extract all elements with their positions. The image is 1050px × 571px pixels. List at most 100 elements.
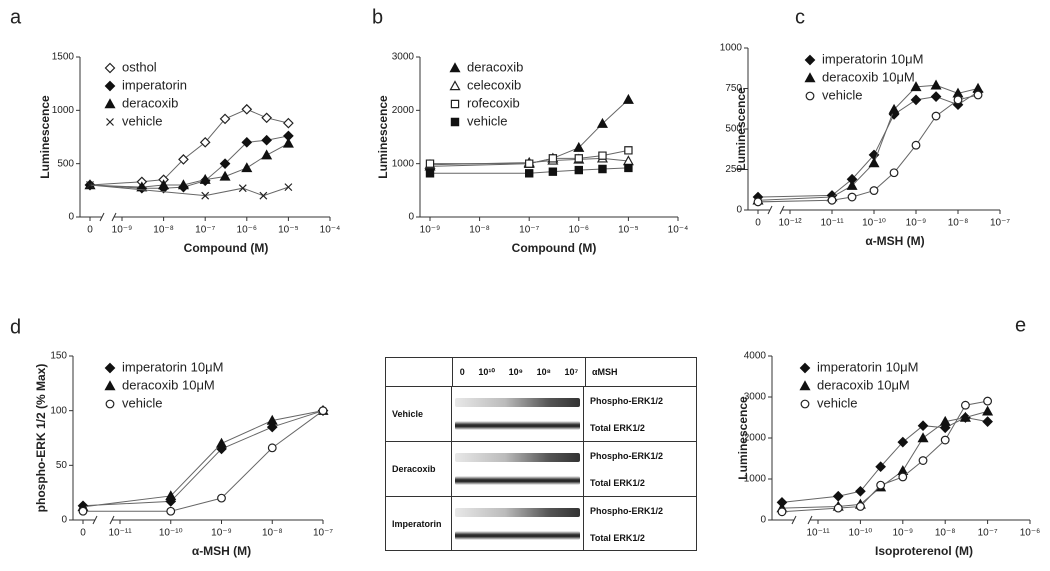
y-tick-label: 2000 — [744, 433, 767, 444]
band — [455, 531, 580, 540]
y-tick-label: 0 — [61, 515, 67, 526]
data-point — [238, 184, 247, 193]
data-point — [166, 506, 176, 516]
data-point — [136, 181, 148, 192]
blot-unit: αMSH — [592, 367, 618, 377]
panel-letter: c — [795, 6, 805, 28]
y-tick-label: 1000 — [392, 158, 415, 169]
legend-label: imperatorin — [122, 77, 187, 92]
y-tick-label: 0 — [408, 212, 414, 223]
legend-label: imperatorin 10μM — [817, 359, 918, 374]
data-point — [199, 136, 211, 148]
x-axis-title: Compound (M) — [512, 241, 597, 255]
band — [455, 421, 580, 430]
legend-marker — [799, 380, 811, 391]
band-labels: Phospho-ERK1/2 Total ERK1/2 — [584, 442, 663, 496]
fit-curve — [757, 94, 979, 203]
dose-label: 10¹⁰ — [478, 366, 496, 377]
legend-marker — [804, 54, 816, 66]
blot-doses: 0 10¹⁰ 10⁹ 10⁸ 10⁷ — [453, 358, 586, 386]
legend-marker — [449, 62, 461, 73]
panel-letter: d — [10, 316, 21, 338]
axis-break — [92, 515, 115, 525]
x-tick-label: 10⁻⁶ — [1020, 528, 1041, 539]
data-point — [425, 169, 435, 178]
dose-label: 10⁷ — [564, 367, 579, 377]
data-point — [930, 91, 942, 102]
band-labels: Phospho-ERK1/2 Total ERK1/2 — [584, 387, 663, 441]
data-point — [217, 493, 226, 503]
x-tick-label: 10⁻⁹ — [906, 218, 927, 229]
y-tick-label: 0 — [760, 515, 766, 526]
fit-curve — [430, 167, 629, 174]
data-point — [241, 103, 253, 115]
row-label: Deracoxib — [386, 442, 452, 496]
blot-row: Vehicle Phospho-ERK1/2 Total ERK1/2 — [386, 387, 696, 442]
data-point — [573, 141, 585, 152]
data-point — [261, 149, 273, 160]
data-point — [241, 136, 253, 148]
data-point — [875, 461, 886, 473]
panel: e 0 1000 2000 3000 4000 10⁻¹¹ 10⁻¹⁰ 10⁻⁹ 10⁻⁸ 10⁻⁷… — [736, 314, 1040, 558]
data-point — [525, 159, 534, 168]
data-point — [827, 195, 837, 205]
legend-label: imperatorin 10μM — [822, 51, 923, 66]
band-label: Phospho-ERK1/2 — [590, 450, 664, 461]
x-tick-label: 10⁻⁹ — [211, 528, 232, 539]
legend-marker — [450, 117, 460, 127]
x-tick-label: 10⁻⁴ — [668, 225, 689, 236]
x-axis-title: Compound (M) — [184, 241, 269, 255]
legend-marker — [104, 62, 116, 74]
x-tick-label: 10⁻⁷ — [195, 225, 215, 236]
blot-header: 0 10¹⁰ 10⁹ 10⁸ 10⁷ αMSH — [386, 358, 696, 387]
y-tick-label: 1000 — [720, 43, 743, 54]
band — [455, 476, 580, 485]
x-tick-label: 10⁻⁹ — [892, 528, 913, 539]
y-axis-title: phospho-ERK 1/2 (% Max) — [34, 364, 48, 513]
x-axis-title: α-MSH (M) — [192, 544, 251, 558]
data-point — [832, 490, 844, 502]
panel-letter: e — [1015, 314, 1026, 336]
y-axis-title: Luminescence — [734, 87, 748, 171]
legend-marker — [106, 118, 114, 126]
x-tick-label: 10⁻⁶ — [237, 225, 258, 236]
data-point — [959, 411, 971, 422]
legend-marker — [104, 362, 116, 374]
legend-label: vehicle — [122, 113, 162, 128]
band — [455, 398, 580, 407]
data-point — [548, 167, 558, 176]
panel: c 0 250 500 750 1000 0 10⁻¹² 10⁻¹¹ 10⁻¹⁰ 10⁻⁹ 10⁻⁸ 1… — [720, 6, 1011, 248]
y-tick-label: 50 — [56, 460, 68, 471]
fit-curve — [430, 149, 629, 165]
y-axis-title: Luminescence — [38, 95, 52, 179]
y-tick-label: 500 — [57, 158, 74, 169]
data-point — [282, 137, 294, 148]
y-tick-label: 1500 — [52, 52, 75, 63]
data-point — [940, 435, 950, 445]
data-point — [833, 503, 843, 513]
x-tick-label: 10⁻⁹ — [112, 225, 133, 236]
dose-label: 10⁸ — [536, 367, 551, 377]
data-point — [261, 134, 272, 146]
data-point — [259, 191, 268, 200]
x-tick-label: 10⁻⁶ — [569, 225, 590, 236]
data-point — [918, 456, 928, 465]
y-tick-label: 250 — [725, 164, 742, 175]
axis-break — [791, 515, 813, 525]
x-tick-label: 10⁻⁸ — [153, 225, 174, 236]
data-point — [598, 164, 607, 174]
data-point — [425, 159, 435, 168]
y-tick-label: 500 — [725, 124, 742, 135]
fit-curve — [757, 91, 979, 198]
legend-label: deracoxib — [467, 59, 523, 74]
x-tick-label: 10⁻⁹ — [420, 225, 441, 236]
fit-curve — [781, 410, 988, 509]
row-label: Vehicle — [386, 387, 452, 441]
fit-curve — [757, 84, 979, 201]
legend-marker — [449, 80, 461, 91]
x-tick-label: 10⁻¹⁰ — [159, 528, 183, 539]
fit-curve — [781, 400, 988, 513]
data-point — [888, 103, 900, 114]
dose-label: 10⁹ — [508, 367, 523, 377]
